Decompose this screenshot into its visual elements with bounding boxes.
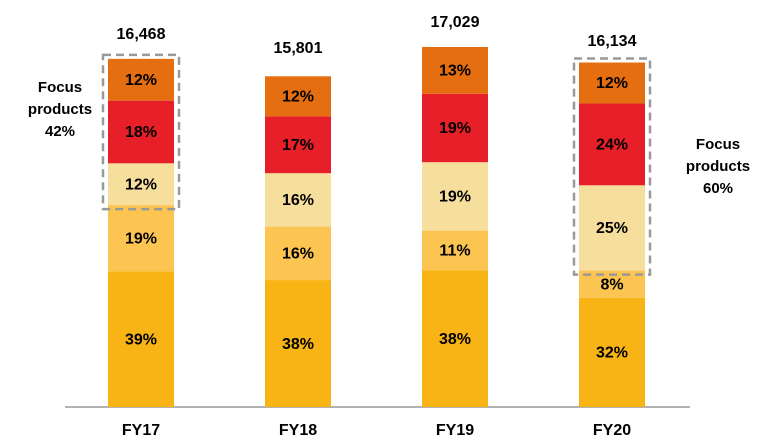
data-label: 38% xyxy=(439,331,471,348)
bar-segment xyxy=(108,205,174,272)
annotation: 60% xyxy=(703,180,733,197)
annotation: 42% xyxy=(45,123,75,140)
total-label: 15,801 xyxy=(274,40,323,57)
bar-segment xyxy=(579,185,645,271)
data-label: 12% xyxy=(596,75,628,92)
bar-segment xyxy=(422,93,488,163)
x-tick-label: FY19 xyxy=(436,422,474,439)
data-label: 24% xyxy=(596,137,628,154)
data-label: 17% xyxy=(282,137,314,154)
data-label: 12% xyxy=(125,176,157,193)
data-label: 18% xyxy=(125,124,157,141)
data-label: 38% xyxy=(282,336,314,353)
bar-segment xyxy=(265,173,331,227)
bar-segment xyxy=(108,163,174,206)
x-tick-label: FY20 xyxy=(593,422,631,439)
annotation: Focus xyxy=(38,79,82,96)
bar-segment xyxy=(422,270,488,407)
total-label: 17,029 xyxy=(431,14,480,31)
data-label: 11% xyxy=(439,243,470,260)
total-label: 16,134 xyxy=(588,33,637,50)
bar-segment xyxy=(579,297,645,407)
data-label: 19% xyxy=(439,120,471,137)
data-label: 12% xyxy=(125,72,157,89)
annotation: Focus xyxy=(696,136,740,153)
bar-segment xyxy=(265,280,331,407)
data-label: 13% xyxy=(439,63,471,80)
focus-box xyxy=(572,57,652,276)
annotation: products xyxy=(686,158,750,175)
bar-segment xyxy=(422,47,488,94)
total-label: 16,468 xyxy=(117,26,166,43)
bar-segment xyxy=(108,58,174,101)
x-tick-label: FY18 xyxy=(279,422,317,439)
data-label: 39% xyxy=(125,331,157,348)
bar-segment xyxy=(579,62,645,104)
bar-segment xyxy=(108,100,174,164)
data-label: 8% xyxy=(600,276,623,293)
bar-segment xyxy=(265,76,331,117)
data-label: 19% xyxy=(125,230,157,247)
bar-segment xyxy=(579,103,645,186)
bar-segment xyxy=(265,226,331,281)
data-label: 25% xyxy=(596,220,628,237)
x-tick-label: FY17 xyxy=(122,422,160,439)
bar-segment xyxy=(108,271,174,407)
data-label: 16% xyxy=(282,192,314,209)
bar-segment xyxy=(265,116,331,174)
annotation: products xyxy=(28,101,92,118)
bar-segment xyxy=(422,162,488,231)
data-label: 16% xyxy=(282,246,314,263)
bar-segment xyxy=(422,230,488,271)
data-label: 12% xyxy=(282,89,314,106)
data-label: 32% xyxy=(596,345,628,362)
focus-box xyxy=(101,53,181,211)
data-label: 19% xyxy=(439,189,471,206)
